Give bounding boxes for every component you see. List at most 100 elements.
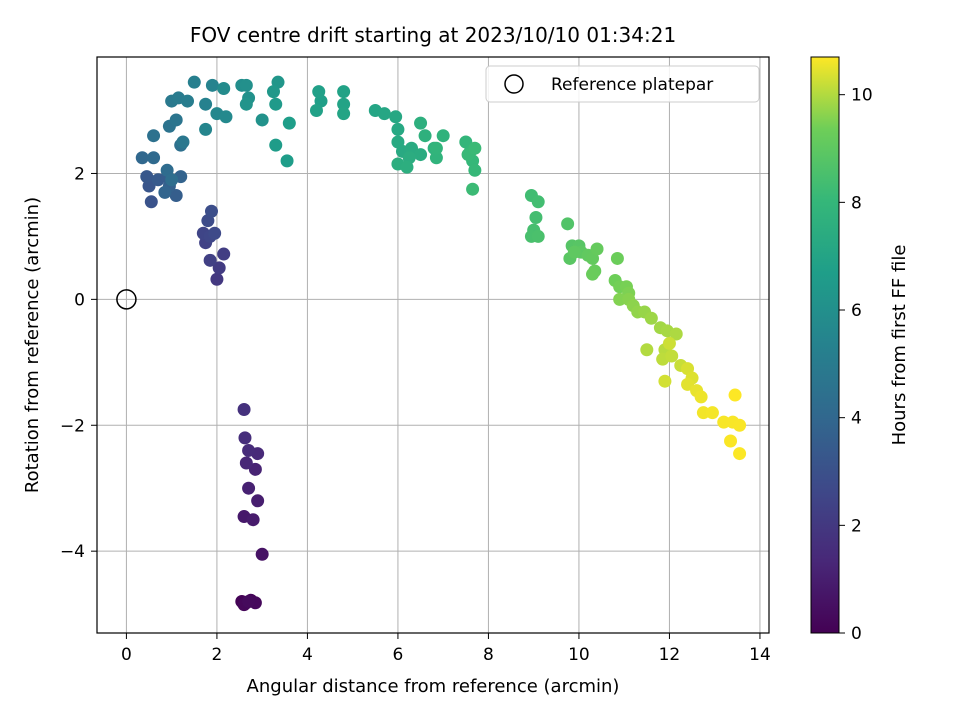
legend-marker-open-circle (504, 74, 524, 94)
colorbar-tick-label: 10 (851, 86, 873, 106)
data-point (337, 97, 351, 111)
data-point (165, 173, 179, 187)
data-point (414, 116, 428, 130)
colorbar-tick-label: 6 (851, 301, 862, 321)
x-tick-label: 6 (393, 645, 404, 665)
data-point (337, 107, 351, 121)
data-point (246, 513, 260, 527)
x-axis-label: Angular distance from reference (arcmin) (247, 676, 620, 697)
data-point (429, 151, 443, 165)
x-tick-label: 8 (483, 645, 494, 665)
data-point (238, 431, 252, 445)
data-point (237, 403, 251, 417)
data-point (724, 434, 738, 448)
data-point (282, 116, 296, 130)
y-tick-label: −2 (60, 416, 85, 436)
data-point (669, 327, 683, 341)
data-point (251, 494, 265, 508)
data-point (728, 388, 742, 402)
data-point (681, 377, 695, 391)
data-point (147, 129, 161, 143)
data-point (468, 141, 482, 155)
data-point (389, 110, 403, 124)
data-point (204, 204, 218, 218)
data-point (239, 97, 253, 111)
data-point (269, 97, 283, 111)
data-point (187, 75, 201, 89)
data-point (418, 129, 432, 143)
data-point (337, 85, 351, 99)
data-point (694, 390, 708, 404)
data-point (391, 122, 405, 136)
grid (97, 57, 769, 633)
data-point (217, 81, 231, 95)
data-point (662, 336, 676, 350)
x-tick-label: 12 (659, 645, 681, 665)
data-point (586, 267, 600, 281)
colorbar-label: Hours from first FF file (889, 245, 910, 446)
data-point (377, 107, 391, 121)
legend-entry-label: Reference platepar (551, 75, 713, 95)
data-point (239, 78, 253, 92)
data-point (199, 122, 213, 136)
data-point (203, 253, 217, 267)
legend-box (485, 65, 760, 103)
data-point (312, 85, 326, 99)
data-point (242, 595, 256, 609)
data-point (733, 418, 747, 432)
data-point (567, 245, 581, 259)
data-point (610, 251, 624, 265)
data-point (210, 272, 224, 286)
data-point (613, 292, 627, 306)
colorbar-tick-label: 0 (851, 624, 862, 644)
data-point (212, 261, 226, 275)
data-point (248, 462, 262, 476)
data-point (140, 170, 154, 184)
data-point (466, 182, 480, 196)
data-point (531, 195, 545, 209)
data-point (561, 217, 575, 231)
data-point (169, 188, 183, 202)
data-point (255, 113, 269, 127)
data-point (529, 211, 543, 225)
colorbar-tick-label: 8 (851, 193, 862, 213)
y-axis-label: Rotation from reference (arcmin) (22, 197, 43, 493)
data-point (696, 406, 710, 420)
data-point (176, 135, 190, 149)
colorbar-tick-label: 2 (851, 516, 862, 536)
colorbar-gradient (810, 56, 840, 634)
data-point (269, 138, 283, 152)
colorbar-ticks: 0 2 4 6 8 10 (839, 86, 873, 644)
data-point (266, 85, 280, 99)
data-point (590, 242, 604, 256)
data-point (219, 110, 233, 124)
data-point (144, 195, 158, 209)
data-point (717, 415, 731, 429)
data-point (242, 443, 256, 457)
data-point (280, 154, 294, 168)
scatter-points (116, 75, 747, 612)
legend: Reference platepar (485, 65, 760, 103)
y-tick-label: −4 (60, 542, 85, 562)
data-point (181, 94, 195, 108)
data-point (208, 226, 222, 240)
data-point (665, 349, 679, 363)
x-tick-label: 4 (302, 645, 313, 665)
data-point (239, 456, 253, 470)
data-point (147, 151, 161, 165)
data-point (429, 141, 443, 155)
data-point (644, 311, 658, 325)
x-axis-ticks: 0 2 4 6 8 10 12 14 (121, 633, 771, 665)
x-tick-label: 10 (568, 645, 590, 665)
x-tick-label: 0 (121, 645, 132, 665)
data-point (414, 148, 428, 162)
data-point (135, 151, 149, 165)
colorbar-tick-label: 4 (851, 409, 862, 429)
y-tick-label: 0 (74, 290, 85, 310)
x-tick-label: 14 (749, 645, 771, 665)
data-point (199, 97, 213, 111)
data-point (436, 129, 450, 143)
data-point (255, 547, 269, 561)
data-point (242, 481, 256, 495)
